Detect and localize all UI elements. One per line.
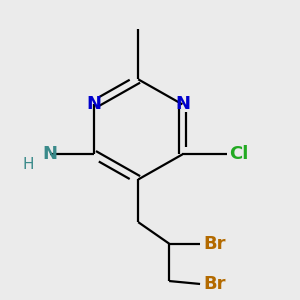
Text: Br: Br [203, 235, 226, 253]
Text: N: N [175, 95, 190, 113]
Text: H: H [22, 157, 34, 172]
Text: Cl: Cl [230, 146, 249, 164]
Text: N: N [87, 95, 102, 113]
Text: N: N [42, 146, 57, 164]
Text: Br: Br [203, 275, 226, 293]
